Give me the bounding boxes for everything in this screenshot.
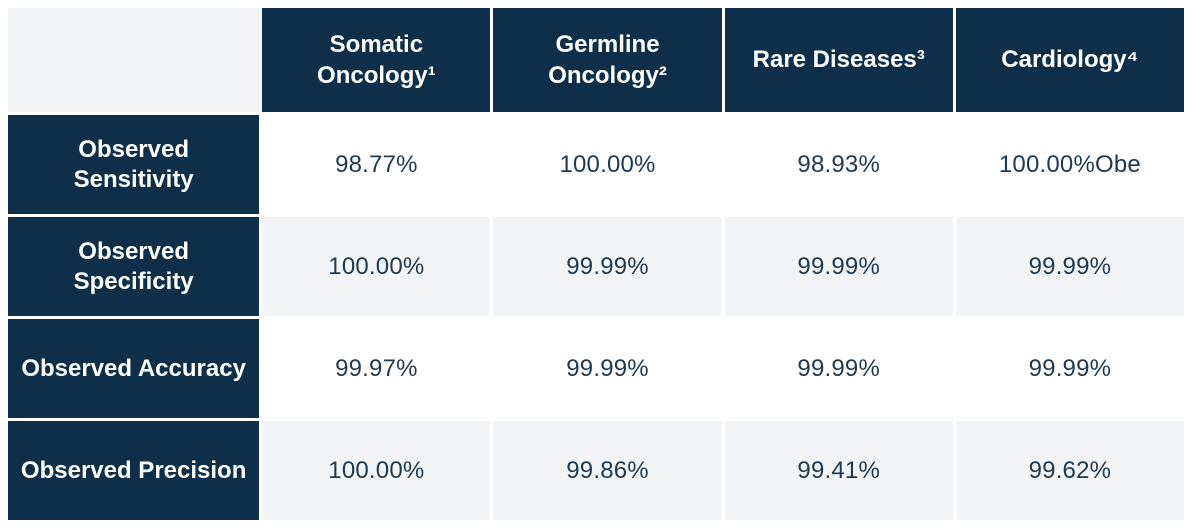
value-cell: 100.00% (493, 115, 722, 214)
table-row-observed-accuracy: Observed Accuracy 99.97% 99.99% 99.99% 9… (8, 319, 1184, 418)
value-cell: 99.99% (955, 217, 1184, 316)
value-cell: 99.99% (724, 319, 953, 418)
table-row-observed-specificity: Observed Specificity 100.00% 99.99% 99.9… (8, 217, 1184, 316)
metrics-table: Somatic Oncology¹ Germline Oncology² Rar… (5, 5, 1187, 523)
value-cell: 99.97% (262, 319, 491, 418)
value-cell: 98.93% (724, 115, 953, 214)
table-row-observed-sensitivity: Observed Sensitivity 98.77% 100.00% 98.9… (8, 115, 1184, 214)
row-label-observed-specificity: Observed Specificity (8, 217, 260, 316)
value-cell: 99.99% (955, 319, 1184, 418)
value-cell: 99.41% (724, 421, 953, 520)
row-label-observed-precision: Observed Precision (8, 421, 260, 520)
column-header-cardiology: Cardiology⁴ (955, 8, 1184, 112)
column-header-germline-oncology: Germline Oncology² (493, 8, 722, 112)
value-cell: 99.86% (493, 421, 722, 520)
value-cell: 99.99% (724, 217, 953, 316)
value-cell: 100.00%Obe (955, 115, 1184, 214)
value-cell: 99.62% (955, 421, 1184, 520)
value-cell: 100.00% (262, 421, 491, 520)
column-header-somatic-oncology: Somatic Oncology¹ (262, 8, 491, 112)
corner-cell (8, 8, 260, 112)
value-cell: 98.77% (262, 115, 491, 214)
row-label-observed-accuracy: Observed Accuracy (8, 319, 260, 418)
value-cell: 99.99% (493, 319, 722, 418)
value-cell: 100.00% (262, 217, 491, 316)
row-label-observed-sensitivity: Observed Sensitivity (8, 115, 260, 214)
value-cell: 99.99% (493, 217, 722, 316)
header-row: Somatic Oncology¹ Germline Oncology² Rar… (8, 8, 1184, 112)
column-header-rare-diseases: Rare Diseases³ (724, 8, 953, 112)
table-row-observed-precision: Observed Precision 100.00% 99.86% 99.41%… (8, 421, 1184, 520)
